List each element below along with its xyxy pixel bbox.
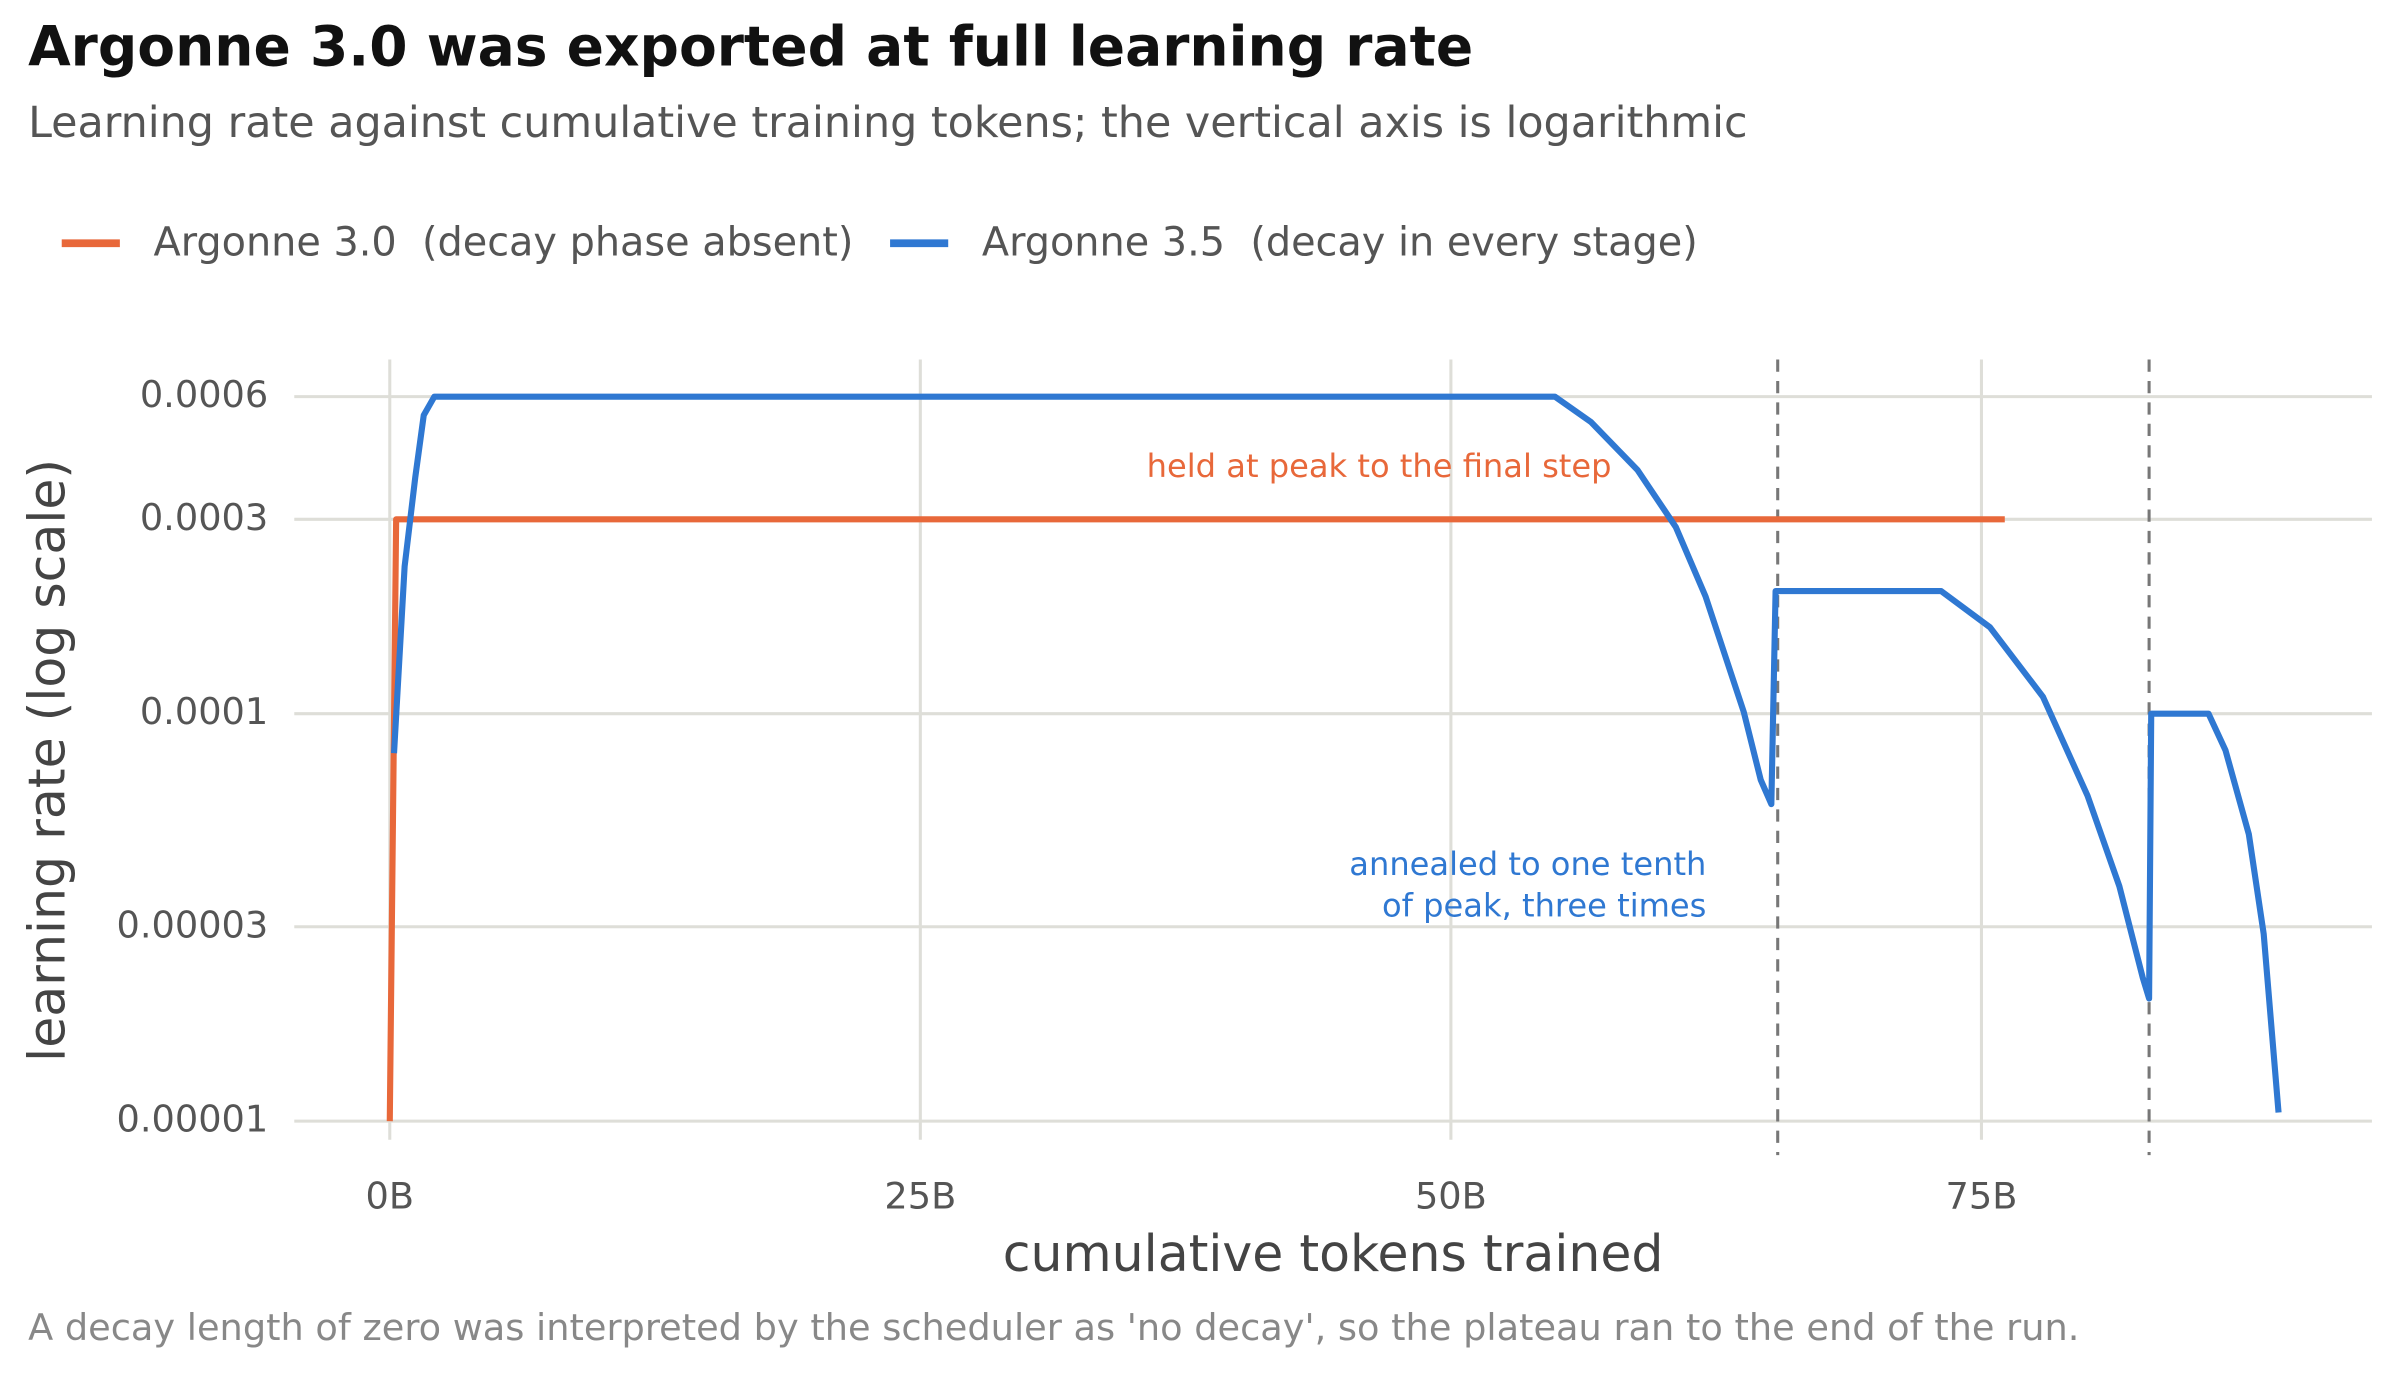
x-tick-label: 25B <box>884 1174 956 1217</box>
x-tick-label: 0B <box>366 1174 415 1217</box>
y-tick-label: 0.0001 <box>140 690 268 733</box>
legend-label: Argonne 3.5 (decay in every stage) <box>982 219 1698 265</box>
annotation: of peak, three times <box>1382 886 1706 924</box>
caption: A decay length of zero was interpreted b… <box>28 1306 2079 1349</box>
x-tick-label: 75B <box>1945 1174 2017 1217</box>
chart-title: Argonne 3.0 was exported at full learnin… <box>28 15 1473 79</box>
chart-subtitle: Learning rate against cumulative trainin… <box>28 98 1748 148</box>
y-axis-title: learning rate (log scale) <box>18 459 77 1062</box>
y-tick-label: 0.00003 <box>116 903 268 946</box>
series-line <box>386 516 2005 1122</box>
legend-label: Argonne 3.0 (decay phase absent) <box>154 219 854 265</box>
series-line <box>390 393 2282 1113</box>
y-tick-label: 0.00001 <box>116 1098 268 1141</box>
annotation: annealed to one tenth <box>1349 845 1706 883</box>
annotation: held at peak to the final step <box>1147 447 1612 485</box>
x-axis-title: cumulative tokens trained <box>1003 1224 1664 1283</box>
x-tick-label: 50B <box>1415 1174 1487 1217</box>
y-tick-label: 0.0006 <box>140 373 268 416</box>
y-tick-label: 0.0003 <box>140 496 268 539</box>
